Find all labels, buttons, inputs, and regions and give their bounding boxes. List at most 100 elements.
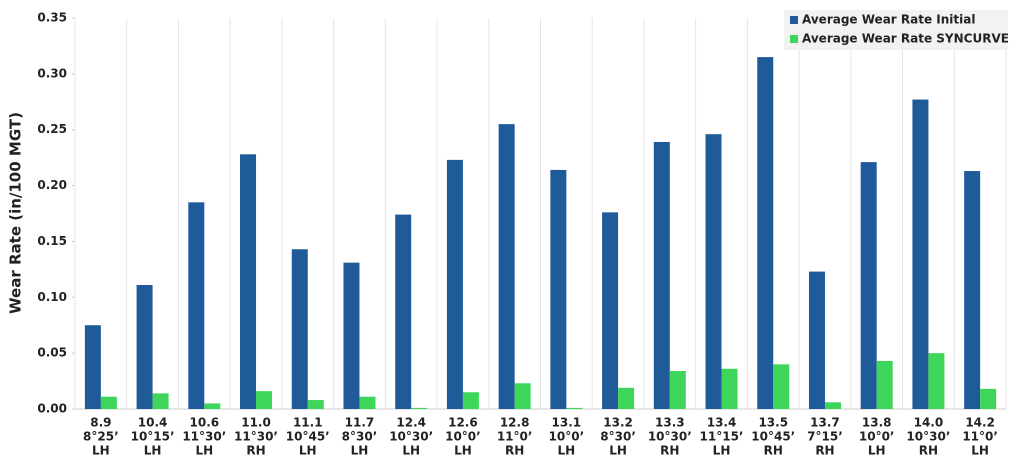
legend-box	[784, 10, 1008, 50]
x-tick-label: 11.0	[241, 416, 271, 430]
y-tick-label: 0.25	[37, 122, 67, 136]
x-tick-label: RH	[815, 444, 834, 458]
x-tick-label: 11°15’	[700, 430, 744, 444]
x-tick-label: 13.7	[810, 416, 840, 430]
x-tick-label: 8°30’	[342, 430, 378, 444]
x-tick-label: LH	[195, 444, 213, 458]
bar	[980, 388, 997, 409]
bar	[240, 154, 257, 409]
legend-swatch	[790, 16, 798, 24]
x-tick-label: 14.2	[965, 416, 995, 430]
bar	[566, 407, 583, 409]
x-tick-label: 10°30’	[389, 430, 433, 444]
bar	[343, 262, 360, 409]
x-tick-label: 13.3	[655, 416, 685, 430]
y-tick-label: 0.30	[37, 66, 67, 80]
x-tick-label: LH	[868, 444, 886, 458]
x-tick-label: 10.6	[190, 416, 220, 430]
bar	[669, 371, 686, 409]
x-tick-label: RH	[764, 444, 783, 458]
bar	[359, 396, 376, 409]
x-tick-label: LH	[971, 444, 989, 458]
bar	[550, 169, 567, 409]
x-tick-label: LH	[454, 444, 472, 458]
x-tick-label: 11°0’	[497, 430, 533, 444]
bar	[291, 249, 308, 409]
bar	[84, 325, 101, 409]
x-tick-label: 13.4	[707, 416, 737, 430]
y-tick-label: 0.05	[37, 346, 67, 360]
y-tick-label: 0.20	[37, 178, 67, 192]
bar	[100, 396, 117, 409]
x-tick-label: 8.9	[90, 416, 111, 430]
x-tick-label: 13.1	[552, 416, 582, 430]
x-tick-label: 8°25’	[83, 430, 119, 444]
x-tick-label: 10°30’	[648, 430, 692, 444]
bar	[411, 407, 428, 409]
bar	[136, 284, 153, 409]
bar	[514, 383, 531, 409]
x-tick-label: 13.8	[862, 416, 892, 430]
x-tick-label: 10°30’	[906, 430, 950, 444]
bar	[757, 57, 774, 409]
x-tick-label: LH	[144, 444, 162, 458]
bar	[721, 368, 738, 409]
bar	[860, 162, 877, 409]
x-tick-label: LH	[402, 444, 420, 458]
x-tick-label: RH	[246, 444, 265, 458]
bar	[446, 159, 463, 409]
y-axis-label: Wear Rate (in/100 MGT)	[7, 112, 25, 314]
x-tick-label: LH	[558, 444, 576, 458]
bar	[498, 124, 515, 409]
bar	[705, 134, 722, 409]
legend-label: Average Wear Rate Initial	[802, 13, 975, 27]
x-tick-label: RH	[505, 444, 524, 458]
x-tick-label: 12.6	[448, 416, 478, 430]
bar	[307, 400, 324, 409]
x-tick-label: 10°15’	[131, 430, 175, 444]
bar	[824, 402, 841, 409]
x-tick-label: 14.0	[914, 416, 944, 430]
x-tick-label: 10°45’	[286, 430, 330, 444]
y-tick-label: 0.00	[37, 402, 67, 416]
x-tick-label: 12.8	[500, 416, 530, 430]
x-tick-label: 8°30’	[600, 430, 636, 444]
x-tick-label: 10°0’	[445, 430, 481, 444]
bar	[188, 202, 205, 409]
x-tick-label: 10°0’	[859, 430, 895, 444]
x-tick-label: 10°45’	[751, 430, 795, 444]
x-tick-label: LH	[92, 444, 110, 458]
x-tick-label: 11°30’	[234, 430, 278, 444]
x-tick-label: LH	[609, 444, 627, 458]
bar	[653, 142, 670, 409]
bar	[964, 171, 981, 409]
x-tick-label: 10.4	[138, 416, 168, 430]
x-tick-label: RH	[919, 444, 938, 458]
x-tick-label: 12.4	[396, 416, 426, 430]
x-tick-label: 13.5	[758, 416, 788, 430]
bar	[928, 353, 945, 409]
x-tick-label: 11.7	[345, 416, 375, 430]
x-tick-label: LH	[351, 444, 369, 458]
legend-swatch	[790, 35, 798, 43]
bar	[808, 271, 825, 409]
x-tick-label: 7°15’	[807, 430, 843, 444]
x-tick-label: 11°30’	[182, 430, 226, 444]
bar	[773, 364, 790, 409]
y-tick-label: 0.35	[37, 11, 67, 25]
bar	[618, 387, 635, 409]
bar	[876, 360, 893, 409]
bar	[152, 393, 169, 409]
y-tick-label: 0.10	[37, 290, 67, 304]
x-tick-label: 11°0’	[962, 430, 998, 444]
bar	[204, 403, 221, 409]
bar	[912, 99, 929, 410]
x-tick-label: LH	[299, 444, 317, 458]
x-tick-label: 10°0’	[549, 430, 585, 444]
y-tick-label: 0.15	[37, 234, 67, 248]
x-tick-label: LH	[713, 444, 731, 458]
bar	[256, 391, 273, 409]
legend-label: Average Wear Rate SYNCURVE	[802, 32, 1009, 46]
bar	[602, 212, 619, 409]
bar	[462, 392, 479, 409]
